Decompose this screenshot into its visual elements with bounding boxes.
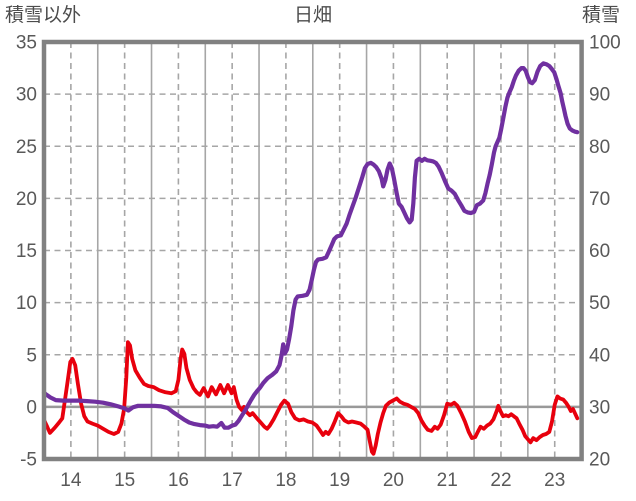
left-axis-tick-label: 35 xyxy=(16,33,37,54)
left-axis-tick-label: 30 xyxy=(16,85,37,106)
series-line-0 xyxy=(42,340,580,456)
right-axis-tick-label: 60 xyxy=(589,241,610,262)
left-axis-title: 積雪以外 xyxy=(5,5,82,26)
right-axis-tick-label: 80 xyxy=(589,137,610,158)
right-axis-title: 積雪 xyxy=(581,5,620,26)
series-line-1 xyxy=(41,61,580,430)
x-axis-tick-label: 20 xyxy=(383,470,404,491)
left-axis-tick-label: 0 xyxy=(26,397,37,418)
left-axis-tick-label: -5 xyxy=(20,450,37,471)
right-axis-tick-label: 70 xyxy=(589,189,610,210)
left-axis-tick-label: 15 xyxy=(16,241,37,262)
right-axis-tick-label: 90 xyxy=(589,85,610,106)
left-axis-tick-label: 20 xyxy=(16,189,37,210)
right-axis-tick-label: 100 xyxy=(589,33,621,54)
left-axis-tick-label: 10 xyxy=(16,293,37,314)
right-axis-tick-label: 50 xyxy=(589,293,610,314)
left-axis-tick-label: 5 xyxy=(26,345,37,366)
x-axis-tick-label: 19 xyxy=(329,470,350,491)
x-axis-tick-label: 18 xyxy=(275,470,296,491)
x-axis-tick-label: 14 xyxy=(60,470,82,491)
x-axis-tick-label: 17 xyxy=(222,470,243,491)
left-axis-tick-label: 25 xyxy=(16,137,37,158)
x-axis-tick-label: 23 xyxy=(544,470,565,491)
chart-title: 日畑 xyxy=(293,5,332,26)
x-axis-tick-label: 21 xyxy=(437,470,458,491)
x-axis-tick-label: 16 xyxy=(168,470,189,491)
right-axis-tick-label: 30 xyxy=(589,397,610,418)
right-axis-tick-label: 20 xyxy=(589,450,610,471)
plot-frame xyxy=(41,39,584,462)
x-axis-tick-label: 15 xyxy=(114,470,135,491)
right-axis-tick-label: 40 xyxy=(589,345,610,366)
x-axis-tick-label: 22 xyxy=(490,470,511,491)
